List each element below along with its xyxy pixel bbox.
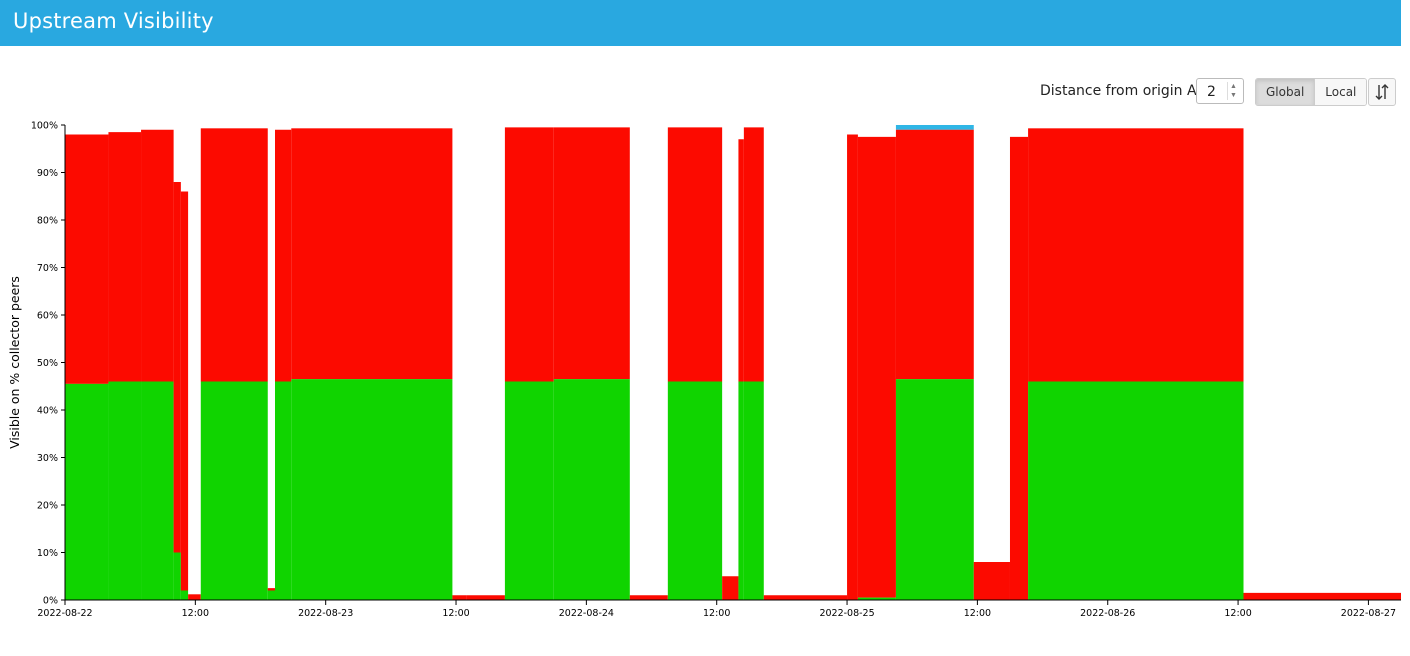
x-tick-label: 2022-08-27 — [1341, 608, 1396, 619]
mode-toggle: Global Local — [1255, 78, 1368, 106]
y-tick-label: 60% — [37, 311, 58, 322]
sort-button[interactable] — [1368, 78, 1396, 106]
y-tick-label: 80% — [37, 216, 58, 227]
x-tick-label: 12:00 — [964, 608, 991, 619]
series-blue-segment-22 — [895, 125, 974, 130]
series-red-segment-12 — [504, 127, 554, 382]
series-red-segment-18 — [743, 127, 764, 382]
series-green-segment-21 — [857, 597, 896, 600]
series-green-segment-3 — [173, 552, 181, 600]
series-red-segment-8 — [274, 129, 292, 382]
series-green-segment-13 — [553, 379, 630, 600]
series-red-segment-0 — [65, 134, 109, 384]
series-red-segment-11 — [466, 595, 505, 600]
y-tick-label: 30% — [37, 453, 58, 464]
series-red-segment-6 — [200, 128, 268, 382]
series-red-segment-20 — [847, 134, 858, 600]
series-green-segment-7 — [267, 590, 275, 600]
local-button[interactable]: Local — [1314, 79, 1367, 105]
x-tick-label: 2022-08-23 — [298, 608, 353, 619]
x-tick-label: 2022-08-26 — [1080, 608, 1135, 619]
series-red-segment-22 — [895, 129, 974, 380]
series-red-segment-26 — [1243, 592, 1401, 600]
y-tick-label: 90% — [37, 168, 58, 179]
series-red-segment-7 — [267, 588, 275, 591]
series-green-segment-15 — [667, 381, 723, 600]
series-red-segment-13 — [553, 127, 630, 380]
series-red-segment-3 — [173, 182, 181, 553]
distance-label: Distance from origin AS — [1040, 83, 1206, 99]
x-tick-label: 12:00 — [182, 608, 209, 619]
x-tick-label: 2022-08-22 — [37, 608, 92, 619]
stepper-arrows[interactable]: ▲ ▼ — [1227, 82, 1239, 100]
series-green-segment-8 — [274, 381, 292, 600]
axes: 0% 10% 20% 30% 40% 50% 60% 70% 80% 90% 100% 2022-08… — [31, 121, 1401, 619]
series-red-segment-1 — [108, 132, 142, 382]
page-title: Upstream Visibility — [13, 9, 214, 33]
x-tick-label: 2022-08-24 — [559, 608, 614, 619]
series-red-segment-25 — [1028, 128, 1244, 382]
series-green-segment-9 — [291, 379, 453, 600]
series-red-segment-23 — [973, 562, 1010, 600]
distance-value[interactable]: 2 — [1207, 84, 1216, 100]
x-tick-label: 12:00 — [442, 608, 469, 619]
chart-controls: Distance from origin AS 2 ▲ ▼ Global Loc… — [0, 78, 1401, 108]
global-button[interactable]: Global — [1256, 79, 1315, 105]
series-red-segment-19 — [763, 595, 848, 600]
plot-area — [65, 125, 1401, 600]
series-red-segment-21 — [857, 136, 896, 598]
x-tick-label: 12:00 — [703, 608, 730, 619]
series-green-segment-22 — [895, 379, 974, 600]
series-red-segment-10 — [452, 595, 467, 600]
series-green-segment-25 — [1028, 381, 1244, 600]
y-tick-label: 0% — [43, 596, 58, 607]
sort-arrows-icon — [1375, 84, 1389, 100]
y-axis-label: Visible on % collector peers — [7, 276, 22, 449]
y-tick-label: 10% — [37, 548, 58, 559]
app-header: Upstream Visibility — [0, 0, 1401, 46]
y-tick-label: 70% — [37, 263, 58, 274]
y-tick-label: 100% — [31, 121, 58, 132]
x-tick-label: 12:00 — [1224, 608, 1251, 619]
series-red-segment-9 — [291, 128, 453, 380]
y-tick-label: 40% — [37, 406, 58, 417]
series-green-segment-17 — [738, 381, 744, 600]
chevron-up-icon[interactable]: ▲ — [1230, 83, 1237, 90]
y-tick-label: 50% — [37, 358, 58, 369]
series-red-segment-15 — [667, 127, 723, 382]
series-green-segment-6 — [200, 381, 268, 600]
series-green-segment-18 — [743, 381, 764, 600]
series-green-segment-1 — [108, 381, 142, 600]
chevron-down-icon[interactable]: ▼ — [1230, 92, 1237, 99]
visibility-chart: 0% 10% 20% 30% 40% 50% 60% 70% 80% 90% 100% 2022-08… — [7, 121, 1401, 619]
x-tick-label: 2022-08-25 — [819, 608, 874, 619]
series-green-segment-12 — [504, 381, 554, 600]
y-tick-label: 20% — [37, 501, 58, 512]
distance-stepper[interactable]: 2 ▲ ▼ — [1196, 78, 1244, 104]
series-red-segment-16 — [722, 576, 739, 600]
series-green-segment-0 — [65, 383, 109, 600]
series-red-segment-17 — [738, 139, 744, 382]
series-red-segment-4 — [180, 191, 189, 591]
series-red-segment-2 — [141, 129, 174, 382]
series-green-segment-2 — [141, 381, 174, 600]
series-green-segment-4 — [180, 590, 189, 600]
series-red-segment-24 — [1009, 136, 1029, 600]
series-red-segment-5 — [188, 594, 201, 600]
series-red-segment-14 — [629, 595, 668, 600]
